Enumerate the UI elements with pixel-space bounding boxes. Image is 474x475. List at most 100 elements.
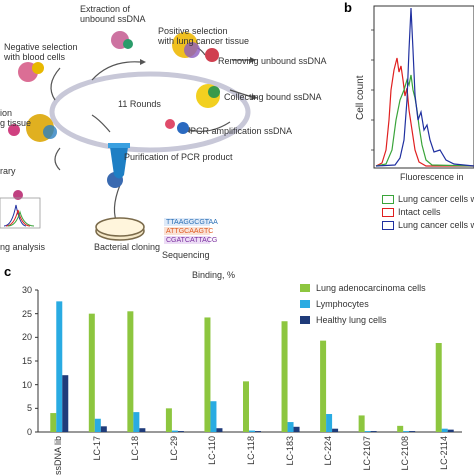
legend-swatch <box>300 284 310 292</box>
legend-label: Lung cancer cells wi <box>398 194 474 204</box>
bar <box>249 430 255 432</box>
bar <box>56 301 63 432</box>
x-tick-label: LC-224 <box>323 436 334 466</box>
sequence-1: TTAAGGCGTAA <box>166 219 218 226</box>
bar <box>94 418 101 432</box>
bar <box>177 431 184 432</box>
panel-c-letter: c <box>4 264 12 279</box>
step-extraction: Extraction of unbound ssDNA <box>80 4 146 24</box>
bar <box>435 343 442 432</box>
y-tick-label: 10 <box>21 379 32 390</box>
legend-swatch <box>382 195 394 204</box>
left-partial-label-1: ion <box>0 108 13 118</box>
panel-b-letter: b <box>344 0 352 15</box>
bar <box>447 429 454 432</box>
bar <box>320 340 327 432</box>
selection-cycle-loop <box>49 71 251 153</box>
y-tick-label: 20 <box>21 332 32 343</box>
sequence-3: CGATCATTACG <box>166 237 218 244</box>
y-tick-label: 0 <box>26 427 32 437</box>
library-partial-label: rary <box>0 166 16 176</box>
legend-swatch <box>300 300 310 308</box>
step-negative: Negative selection with blood cells <box>4 42 78 62</box>
sequencing-label: Sequencing <box>162 250 210 260</box>
sequencing-panel <box>164 218 210 244</box>
legend-swatch <box>382 208 394 217</box>
bar <box>358 415 365 432</box>
bar <box>133 412 140 432</box>
bar <box>171 430 178 432</box>
bar <box>255 431 261 432</box>
x-tick-label: LC-118 <box>246 436 256 465</box>
bar <box>409 431 416 432</box>
x-tick-label: LC-183 <box>284 436 295 466</box>
y-tick-label: 15 <box>21 356 32 366</box>
legend-label: Intact cells <box>398 207 441 217</box>
bar <box>441 428 448 432</box>
step-removing: Removing unbound ssDNA <box>218 56 327 66</box>
bar <box>127 311 134 432</box>
analysis-partial-label: ng analysis <box>0 242 46 252</box>
tube-icon <box>108 143 130 179</box>
legend-label: Lung cancer cells wi <box>398 220 474 230</box>
x-tick-label: LC-2107 <box>361 436 372 471</box>
bar <box>370 431 377 432</box>
bar <box>364 431 371 432</box>
bar <box>210 401 217 432</box>
x-tick-label: LC-2108 <box>400 436 411 471</box>
legend-swatch <box>382 221 394 230</box>
bar <box>88 313 95 432</box>
cloning-label: Bacterial cloning <box>94 242 161 252</box>
chart-title: Binding, % <box>192 270 236 280</box>
x-tick-label: LC-18 <box>130 436 141 461</box>
y-tick-label: 30 <box>21 285 32 295</box>
bar <box>139 428 146 432</box>
y-tick-label: 5 <box>26 403 32 414</box>
histogram-legend-item: Intact cells <box>382 206 474 219</box>
bar <box>332 428 339 432</box>
analysis-mini-plot <box>0 197 41 229</box>
x-tick-label: ssDNA lib <box>53 436 64 475</box>
bar <box>403 431 410 432</box>
bar <box>165 408 172 432</box>
bar <box>50 413 57 432</box>
legend-label: Healthy lung cells <box>316 315 387 325</box>
petri-dish-icon <box>95 217 145 241</box>
histogram-legend-item: Lung cancer cells wi <box>382 193 474 206</box>
histogram-xlabel: Fluorescence in <box>400 172 464 182</box>
legend-swatch <box>300 316 310 324</box>
step-pcr: PCR amplification ssDNA <box>190 126 293 136</box>
legend-label: Lymphocytes <box>316 299 369 309</box>
histogram-intact-cells <box>375 57 474 167</box>
bar <box>293 426 300 432</box>
x-tick-label: LC-2114 <box>438 436 449 470</box>
histogram-green <box>375 74 474 167</box>
legend-label: Lung adenocarcinoma cells <box>316 283 426 293</box>
x-tick-label: LC-110 <box>207 436 218 465</box>
y-tick-label: 25 <box>21 308 32 319</box>
bar <box>281 321 288 432</box>
bar <box>287 422 294 432</box>
histogram-blue <box>375 7 474 167</box>
histogram-legend-item: Lung cancer cells wi <box>382 219 474 232</box>
bar <box>62 375 69 432</box>
bar <box>326 414 333 432</box>
left-partial-label-2: g tissue <box>0 118 32 128</box>
bar <box>397 425 404 432</box>
x-tick-label: LC-17 <box>91 436 102 461</box>
rounds-label: 11 Rounds <box>118 99 161 109</box>
bar <box>243 381 249 432</box>
step-purification: Purification of PCR product <box>124 152 233 162</box>
bar <box>100 426 107 432</box>
histogram-ticks <box>371 29 374 151</box>
ssdna-clusters <box>8 31 220 200</box>
sequence-2: ATTGCAAGTC <box>166 228 214 235</box>
bar <box>216 428 223 432</box>
histogram-legend: Lung cancer cells wi Intact cells Lung c… <box>382 193 474 232</box>
step-collecting: Collecting bound ssDNA <box>224 92 322 102</box>
x-tick-label: LC-29 <box>168 436 179 461</box>
bar <box>204 317 211 432</box>
